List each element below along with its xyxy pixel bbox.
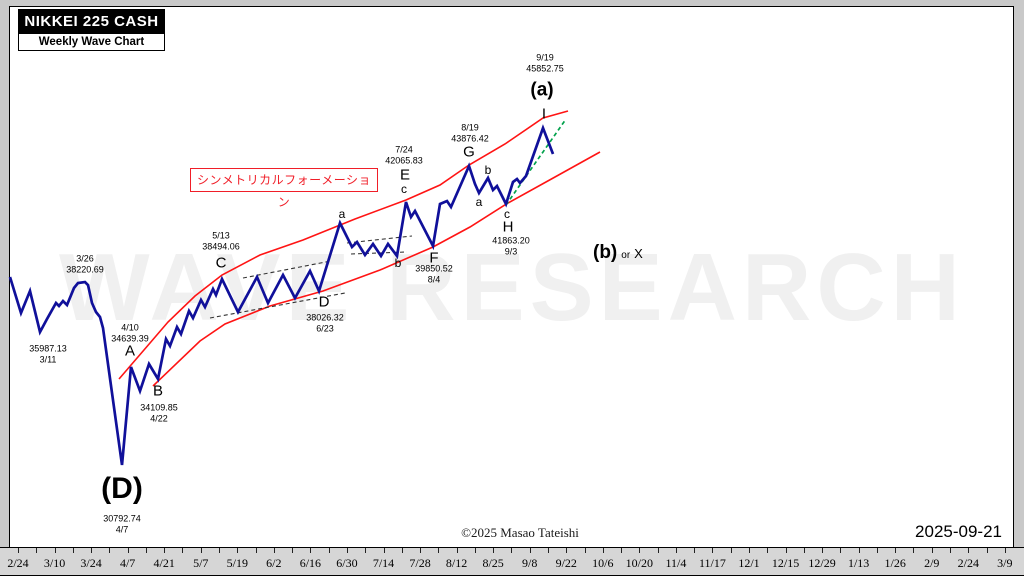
x-axis-label: 7/28 [409, 556, 431, 570]
x-axis-label: 2/24 [7, 556, 29, 570]
chart-subtitle: Weekly Wave Chart [19, 34, 164, 50]
x-axis-label: 1/26 [884, 556, 906, 570]
x-axis-label: 11/4 [665, 556, 687, 570]
x-axis-label: 4/21 [153, 556, 175, 570]
alt-or-label: or [621, 250, 631, 261]
copyright-text: ©2025 Masao Tateishi [461, 525, 579, 540]
x-axis-label: 10/6 [592, 556, 614, 570]
x-axis-label: 7/14 [372, 556, 395, 570]
alt-wave-x-label: X [634, 246, 643, 261]
chart-title-box: NIKKEI 225 CASH Weekly Wave Chart [18, 9, 165, 51]
x-axis-label: 10/20 [625, 556, 654, 570]
x-axis-label: 12/1 [738, 556, 760, 570]
x-axis-label: 6/2 [266, 556, 282, 570]
x-axis-label: 6/30 [336, 556, 358, 570]
x-axis-label: 8/12 [445, 556, 468, 570]
x-axis-label: 3/9 [997, 556, 1013, 570]
watermark-text: WAVE RESEARCH [59, 234, 965, 341]
x-axis-label: 8/25 [482, 556, 504, 570]
x-axis: 2/24 3/10 3/24 4/7 4/21 5/7 5/19 6/2 6/16 6/30 7/1… [0, 547, 1024, 576]
x-axis-label: 4/7 [119, 556, 136, 570]
x-axis-label: 11/17 [698, 556, 726, 570]
chart-title: NIKKEI 225 CASH [19, 10, 164, 34]
chart-date: 2025-09-21 [915, 522, 1002, 541]
formation-label-box: シンメトリカルフォーメーション [190, 168, 378, 209]
x-axis-label: 9/8 [522, 556, 538, 570]
x-axis-label: 5/7 [193, 556, 209, 570]
x-axis-label: 2/24 [957, 556, 979, 570]
formation-label: シンメトリカルフォーメーション [197, 173, 371, 209]
x-axis-label: 12/29 [808, 556, 836, 570]
x-axis-label: 12/15 [771, 556, 800, 570]
x-axis-label: 2/9 [924, 556, 940, 570]
alt-scenario-label: (b) or X [593, 242, 643, 264]
x-axis-label: 3/24 [80, 556, 102, 570]
x-axis-label: 3/10 [43, 556, 66, 570]
x-axis-label: 6/16 [299, 556, 322, 570]
x-axis-label: 9/22 [555, 556, 577, 570]
x-axis-label: 5/19 [226, 556, 248, 570]
alt-wave-b-label: (b) [593, 242, 618, 263]
x-axis-label: 1/13 [847, 556, 870, 570]
